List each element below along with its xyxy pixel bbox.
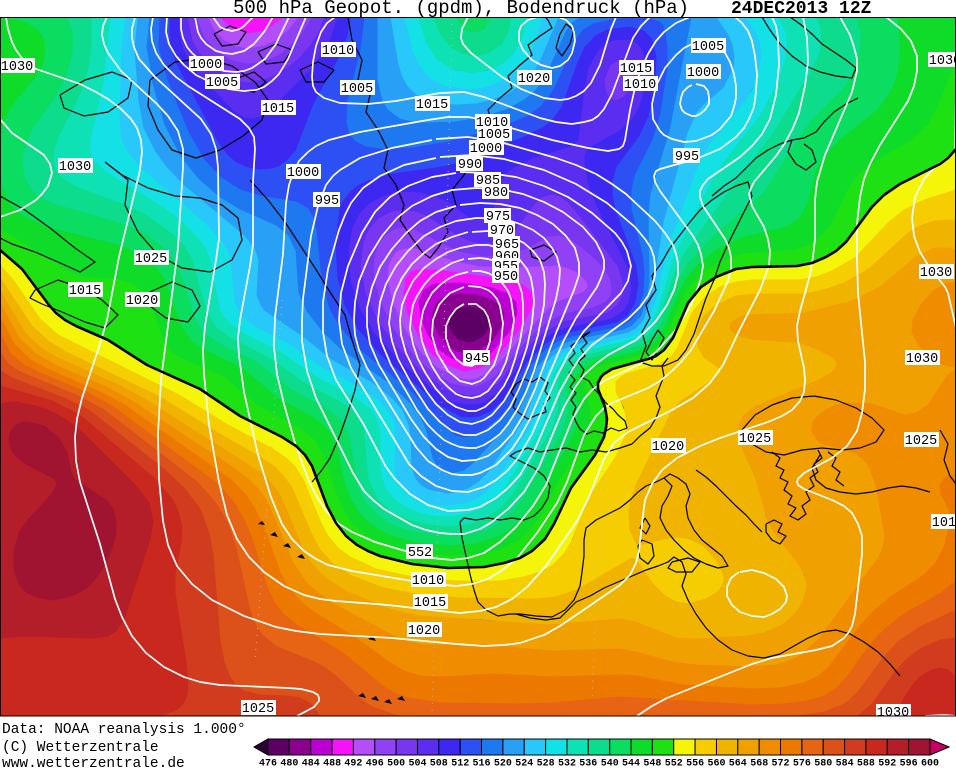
svg-text:524: 524 (515, 759, 533, 768)
svg-text:476: 476 (259, 759, 277, 768)
svg-text:572: 572 (771, 759, 789, 768)
svg-text:532: 532 (558, 759, 576, 768)
svg-text:504: 504 (408, 759, 426, 768)
svg-text:536: 536 (579, 759, 597, 768)
svg-text:492: 492 (344, 759, 362, 768)
svg-text:1005: 1005 (478, 128, 510, 143)
svg-text:552: 552 (665, 759, 683, 768)
svg-text:1015: 1015 (416, 98, 448, 113)
svg-text:www.wetterzentrale.de: www.wetterzentrale.de (2, 756, 185, 768)
svg-text:560: 560 (707, 759, 725, 768)
svg-text:1025: 1025 (739, 432, 771, 447)
svg-text:1015: 1015 (69, 284, 101, 299)
svg-text:480: 480 (280, 759, 298, 768)
svg-text:516: 516 (472, 759, 490, 768)
svg-text:584: 584 (836, 759, 854, 768)
svg-text:1005: 1005 (341, 82, 373, 97)
svg-text:1030: 1030 (1, 60, 33, 75)
svg-text:552: 552 (408, 546, 432, 561)
svg-text:540: 540 (601, 759, 619, 768)
svg-text:580: 580 (814, 759, 832, 768)
svg-text:1010: 1010 (322, 44, 354, 59)
svg-text:548: 548 (643, 759, 661, 768)
svg-text:1020: 1020 (126, 294, 158, 309)
svg-text:1005: 1005 (692, 40, 724, 55)
svg-text:950: 950 (494, 270, 518, 285)
svg-text:1000: 1000 (687, 66, 719, 81)
svg-text:1015: 1015 (262, 102, 294, 117)
svg-text:24DEC2013 12Z: 24DEC2013 12Z (731, 0, 871, 19)
svg-text:1025: 1025 (905, 434, 937, 449)
svg-text:1030: 1030 (877, 706, 909, 721)
svg-text:500 hPa Geopot. (gpdm), Bodend: 500 hPa Geopot. (gpdm), Bodendruck (hPa) (233, 0, 689, 19)
svg-text:1010: 1010 (412, 574, 444, 589)
svg-text:1010: 1010 (624, 78, 656, 93)
svg-text:520: 520 (494, 759, 512, 768)
svg-text:496: 496 (366, 759, 384, 768)
svg-text:995: 995 (675, 150, 699, 165)
svg-text:1020: 1020 (518, 72, 550, 87)
svg-text:970: 970 (490, 224, 514, 239)
svg-text:596: 596 (900, 759, 918, 768)
svg-text:(C) Wetterzentrale: (C) Wetterzentrale (2, 740, 159, 756)
svg-text:1030: 1030 (59, 160, 91, 175)
svg-text:1000: 1000 (287, 166, 319, 181)
svg-text:528: 528 (537, 759, 555, 768)
svg-text:1020: 1020 (652, 440, 684, 455)
svg-text:945: 945 (465, 352, 489, 367)
svg-text:1010: 1010 (932, 516, 956, 531)
svg-text:980: 980 (484, 186, 508, 201)
svg-text:488: 488 (323, 759, 341, 768)
svg-text:600: 600 (921, 759, 939, 768)
svg-text:1025: 1025 (242, 702, 274, 717)
svg-text:568: 568 (750, 759, 768, 768)
svg-text:512: 512 (451, 759, 469, 768)
svg-text:564: 564 (729, 759, 747, 768)
svg-text:508: 508 (430, 759, 448, 768)
svg-text:500: 500 (387, 759, 405, 768)
svg-text:995: 995 (315, 194, 339, 209)
svg-text:1025: 1025 (135, 252, 167, 267)
svg-text:588: 588 (857, 759, 875, 768)
svg-text:576: 576 (793, 759, 811, 768)
svg-text:1020: 1020 (408, 624, 440, 639)
svg-text:592: 592 (878, 759, 896, 768)
svg-text:1030: 1030 (906, 352, 938, 367)
svg-text:544: 544 (622, 759, 640, 768)
svg-text:1000: 1000 (190, 58, 222, 73)
svg-text:556: 556 (686, 759, 704, 768)
svg-text:1015: 1015 (414, 596, 446, 611)
svg-text:975: 975 (486, 210, 510, 225)
svg-text:Data: NOAA reanalysis 1.000°: Data: NOAA reanalysis 1.000° (2, 722, 246, 738)
svg-text:1030: 1030 (929, 54, 956, 69)
svg-text:1030: 1030 (920, 266, 952, 281)
svg-text:484: 484 (302, 759, 320, 768)
svg-text:990: 990 (458, 158, 482, 173)
svg-text:1015: 1015 (620, 62, 652, 77)
svg-text:1005: 1005 (206, 76, 238, 91)
svg-text:1000: 1000 (470, 142, 502, 157)
